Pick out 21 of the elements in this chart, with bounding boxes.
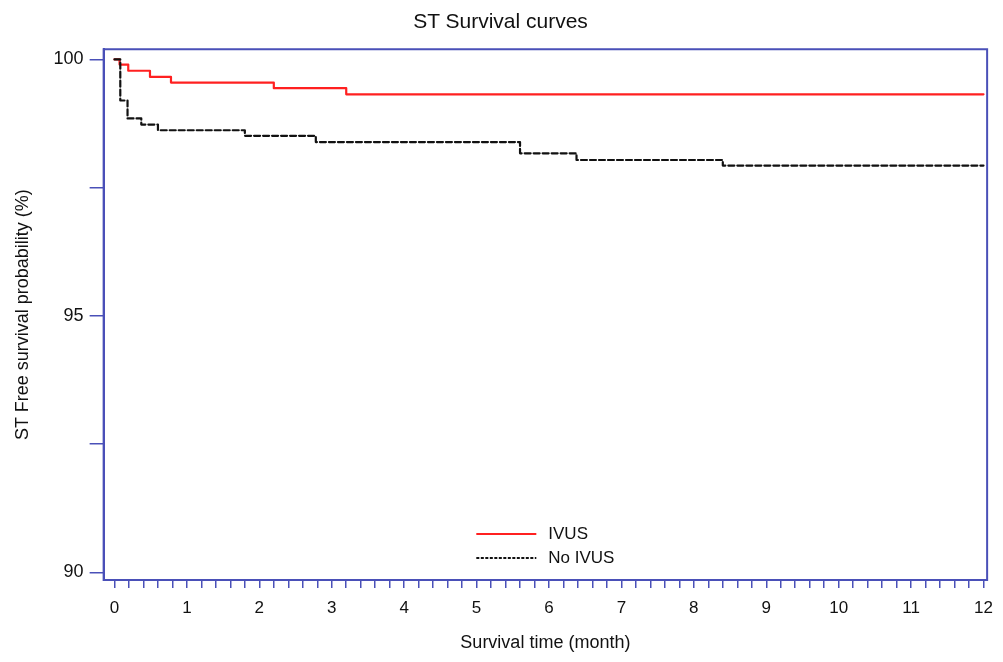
x-tick-label: 11 <box>902 597 920 617</box>
x-tick-label: 4 <box>399 597 409 617</box>
y-tick-label: 95 <box>63 304 84 325</box>
x-tick-label: 12 <box>974 597 993 617</box>
x-tick-label: 1 <box>182 597 192 617</box>
y-tick-label: 90 <box>63 561 84 582</box>
x-tick-label: 9 <box>761 597 771 617</box>
chart-title: ST Survival curves <box>413 9 588 33</box>
legend-label: No IVUS <box>548 547 615 567</box>
x-tick-label: 6 <box>544 597 554 617</box>
x-tick-label: 7 <box>616 597 627 617</box>
x-tick-label: 10 <box>829 597 849 617</box>
legend-label: IVUS <box>548 523 588 543</box>
x-axis-title: Survival time (month) <box>460 632 631 653</box>
y-axis-title: ST Free survival probability (%) <box>11 189 32 440</box>
y-tick-label: 100 <box>53 48 84 69</box>
x-tick-label: 0 <box>109 597 120 617</box>
x-tick-label: 2 <box>254 597 265 617</box>
x-tick-label: 8 <box>689 597 699 617</box>
x-tick-label: 5 <box>471 597 482 617</box>
x-tick-label: 3 <box>327 597 337 617</box>
